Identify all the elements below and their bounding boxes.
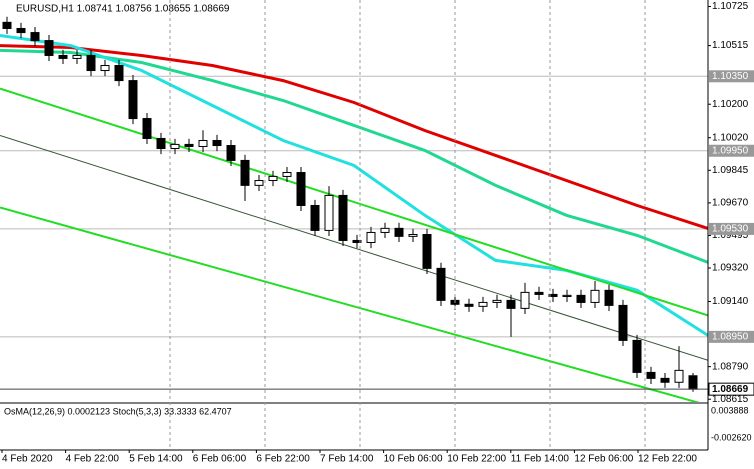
candle-body — [142, 118, 152, 139]
candle-body — [576, 294, 586, 303]
candle-body — [478, 301, 488, 307]
y-tick-label: 1.09320 — [712, 263, 749, 274]
candle-body — [170, 143, 180, 150]
y-tick-label: 1.08790 — [712, 361, 749, 372]
candle-body — [394, 227, 404, 237]
candle-body — [590, 289, 600, 303]
channel-line — [0, 87, 708, 317]
candle-body — [338, 194, 348, 241]
candle-body — [2, 21, 12, 29]
candle-body — [660, 377, 670, 383]
candle-body — [16, 27, 26, 34]
candle-body — [226, 145, 236, 161]
candle-body — [240, 159, 250, 186]
y-tick-label: 1.09495 — [712, 230, 749, 241]
chart-title: EURUSD,H1 1.08741 1.08756 1.08655 1.0866… — [16, 4, 230, 15]
level-label: 1.09950 — [712, 145, 749, 156]
x-tick-label: 7 Feb 14:00 — [320, 454, 374, 465]
x-tick-label: 11 Feb 14:00 — [511, 454, 570, 465]
candle-body — [534, 291, 544, 295]
candle-body — [282, 172, 292, 177]
candle-body — [198, 140, 208, 147]
x-tick-label: 6 Feb 22:00 — [256, 454, 310, 465]
y-tick-label: 1.10020 — [712, 132, 749, 143]
candle-body — [100, 65, 110, 72]
candle-body — [254, 180, 264, 186]
candle-body — [422, 234, 432, 269]
candle-body — [30, 32, 40, 42]
level-box — [709, 222, 754, 235]
x-tick-label: 10 Feb 22:00 — [447, 454, 506, 465]
candle-body — [632, 339, 642, 373]
plot — [0, 16, 708, 402]
current-price-label: 1.08669 — [712, 384, 749, 395]
candle-body — [58, 54, 68, 59]
candle-body — [128, 80, 138, 120]
candle-body — [688, 375, 698, 390]
candle-body — [604, 289, 614, 306]
x-tick-label: 4 Feb 2020 — [2, 454, 53, 465]
candle-body — [268, 175, 278, 182]
x-tick-label: 12 Feb 22:00 — [638, 454, 697, 465]
candle-body — [156, 137, 166, 150]
y-tick-label: 1.09845 — [712, 165, 749, 176]
level-box — [709, 70, 754, 83]
x-tick-label: 12 Feb 06:00 — [574, 454, 633, 465]
level-label: 1.08950 — [712, 332, 749, 343]
candle-body — [618, 304, 628, 341]
indicator-tick: 0.003888 — [711, 405, 749, 415]
candle-body — [310, 204, 320, 231]
candle-body — [506, 299, 516, 309]
x-tick-label: 6 Feb 06:00 — [193, 454, 247, 465]
y-tick-label: 1.08615 — [712, 394, 749, 405]
level-label: 1.10350 — [712, 71, 749, 82]
candle-body — [408, 234, 418, 237]
y-tick-label: 1.09140 — [712, 296, 749, 307]
candle-body — [436, 267, 446, 301]
candle-body — [184, 143, 194, 147]
channel-line — [0, 135, 708, 361]
candle-body — [464, 303, 474, 307]
candle-body — [366, 231, 376, 244]
candle-body — [380, 227, 390, 233]
x-tick-label: 10 Feb 06:00 — [384, 454, 443, 465]
candle-body — [520, 291, 530, 309]
indicator-tick: -0.002620 — [711, 432, 752, 442]
moving-average — [0, 48, 708, 264]
x-tick-label: 5 Feb 14:00 — [129, 454, 183, 465]
y-tick-label: 1.10725 — [712, 1, 749, 12]
y-tick-label: 1.10200 — [712, 99, 749, 110]
candle-body — [646, 371, 656, 379]
level-box — [709, 330, 754, 343]
indicator-title: OsMA(12,26,9) 0.0002123 Stoch(5,3,3) 33.… — [4, 406, 232, 416]
candle-body — [44, 40, 54, 56]
candle-body — [562, 294, 572, 297]
channel-line — [0, 206, 700, 402]
level-box — [709, 144, 754, 157]
candle-body — [674, 369, 684, 383]
candle-body — [352, 239, 362, 244]
x-tick-label: 4 Feb 22:00 — [66, 454, 120, 465]
level-label: 1.09530 — [712, 224, 749, 235]
candle-body — [324, 194, 334, 231]
current-price-box — [708, 382, 754, 396]
candle-body — [492, 299, 502, 303]
candle-body — [72, 54, 82, 59]
candle-body — [212, 140, 222, 147]
candle-body — [548, 293, 558, 297]
candle-body — [114, 65, 124, 82]
candle-body — [86, 54, 96, 72]
moving-average — [0, 44, 708, 230]
candle-body — [296, 172, 306, 206]
y-tick-label: 1.10515 — [712, 40, 749, 51]
y-tick-label: 1.09670 — [712, 198, 749, 209]
